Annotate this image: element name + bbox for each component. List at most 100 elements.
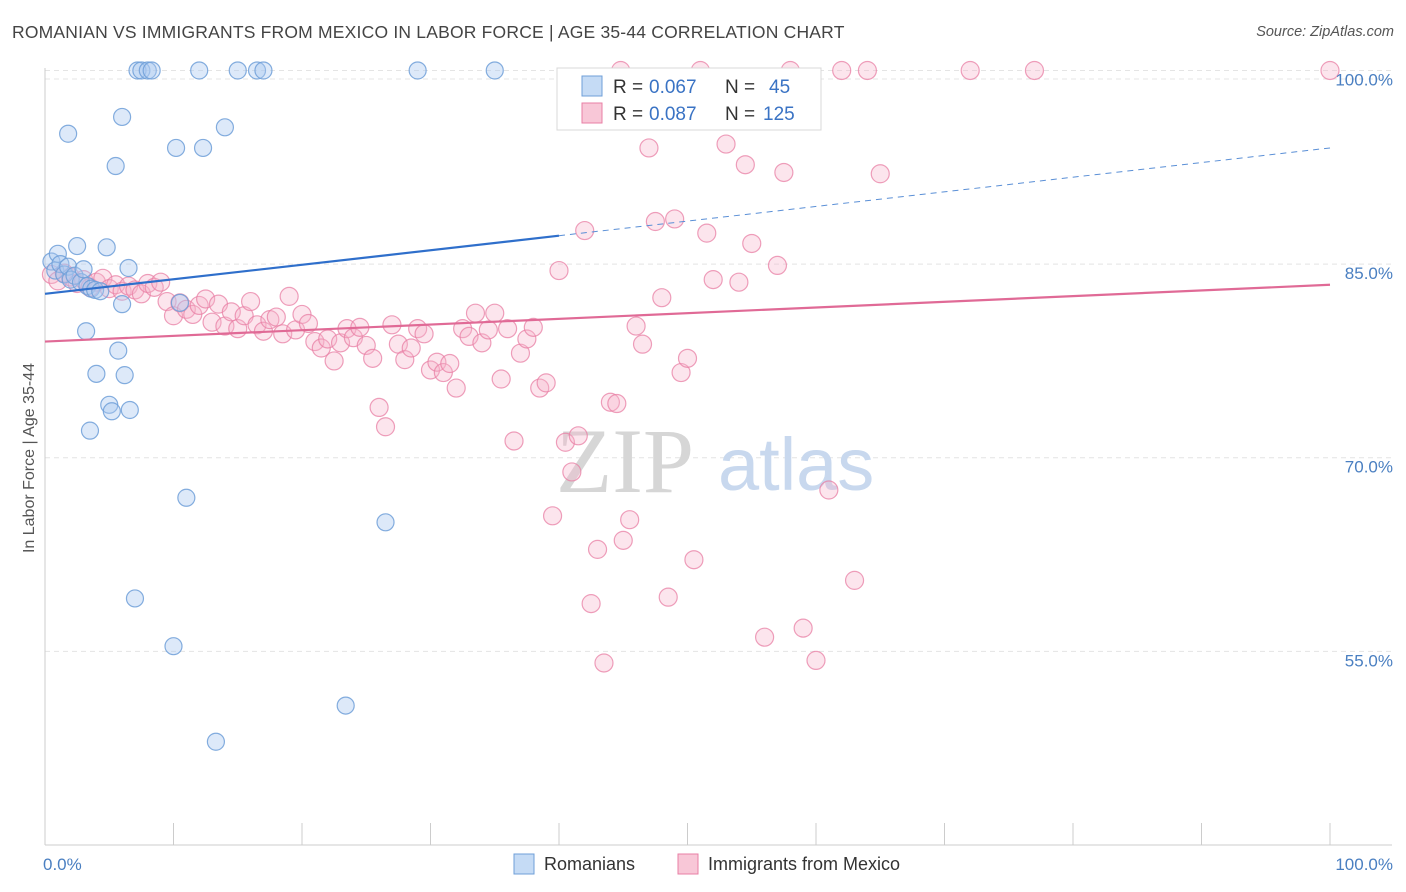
point-romanians-33 — [142, 61, 161, 80]
point-mexico-119 — [960, 60, 980, 81]
point-mexico-113 — [806, 650, 826, 671]
point-mexico-69 — [485, 303, 505, 323]
point-mexico-86 — [594, 653, 614, 673]
point-mexico-114 — [819, 480, 839, 500]
bottom-legend-swatch-mexico — [677, 853, 699, 875]
point-mexico-95 — [652, 288, 672, 308]
point-mexico-91 — [626, 316, 646, 336]
point-romanians-26 — [115, 366, 134, 385]
y-tick-label-3: 55.0% — [1345, 651, 1393, 670]
point-mexico-24 — [196, 289, 216, 309]
trend-line-mexico — [44, 283, 1331, 343]
source-label: Source: ZipAtlas.com — [1256, 24, 1394, 40]
legend-r-value-romanians: 0.067 — [649, 77, 697, 98]
point-mexico-58 — [414, 324, 434, 344]
point-mexico-107 — [742, 233, 762, 254]
point-mexico-90 — [620, 510, 640, 530]
bottom-legend-label-romanians: Romanians — [544, 854, 635, 874]
point-romanians-30 — [128, 61, 147, 80]
legend-r-label-romanians: R = — [613, 77, 643, 98]
point-romanians-32 — [138, 61, 157, 80]
point-mexico-98 — [671, 362, 691, 383]
point-romanians-40 — [206, 732, 226, 751]
point-mexico-109 — [767, 255, 788, 276]
y-tick-labels: 100.0% 85.0% 70.0% 55.0% — [1335, 70, 1393, 670]
point-mexico-82 — [568, 426, 588, 446]
point-mexico-81 — [562, 462, 582, 482]
point-mexico-70 — [491, 369, 511, 389]
point-romanians-38 — [190, 61, 209, 80]
point-mexico-88 — [607, 393, 627, 414]
point-mexico-73 — [510, 343, 531, 363]
point-mexico-110 — [774, 162, 794, 183]
point-mexico-99 — [677, 348, 698, 368]
watermark: ZIP atlas — [556, 410, 874, 512]
x-tick-label-0: 0.0% — [43, 855, 82, 874]
legend-swatch-romanians — [581, 75, 603, 97]
point-mexico-25 — [202, 312, 222, 332]
point-romanians-10 — [74, 260, 93, 279]
x-tick-label-1: 100.0% — [1335, 855, 1393, 874]
axes — [44, 68, 1392, 846]
point-romanians-44 — [254, 61, 273, 80]
point-romanians-45 — [336, 696, 355, 715]
legend-n-label-mexico: N = — [725, 104, 755, 125]
point-romanians-8 — [68, 236, 87, 256]
point-romanians-29 — [125, 589, 145, 608]
point-mexico-72 — [504, 431, 524, 451]
legend-n-value-romanians: 45 — [769, 77, 790, 98]
point-mexico-115 — [832, 60, 852, 81]
point-romanians-41 — [215, 118, 234, 137]
point-mexico-112 — [793, 618, 813, 638]
trend-line-romanians — [44, 234, 560, 295]
watermark-zip: ZIP — [556, 410, 694, 512]
trend-lines — [44, 147, 1331, 343]
bottom-legend-label-mexico: Immigrants from Mexico — [708, 854, 900, 874]
point-romanians-27 — [119, 258, 138, 278]
y-tick-label-1: 85.0% — [1345, 264, 1393, 283]
point-mexico-68 — [478, 320, 498, 340]
point-mexico-21 — [176, 299, 196, 319]
point-mexico-96 — [658, 587, 678, 607]
point-mexico-40 — [298, 313, 319, 334]
point-mexico-28 — [221, 302, 241, 322]
point-romanians-23 — [102, 402, 121, 421]
point-mexico-117 — [857, 60, 878, 81]
point-romanians-28 — [120, 400, 139, 420]
point-romanians-15 — [97, 238, 116, 257]
point-mexico-104 — [716, 134, 736, 154]
point-mexico-105 — [729, 272, 749, 292]
point-mexico-37 — [279, 286, 299, 306]
point-romanians-21 — [87, 364, 106, 383]
point-romanians-42 — [228, 61, 247, 80]
point-mexico-35 — [266, 307, 286, 327]
point-mexico-93 — [639, 138, 659, 158]
point-mexico-45 — [330, 333, 351, 353]
bottom-legend-swatch-romanians — [513, 853, 535, 875]
chart-title: ROMANIAN VS IMMIGRANTS FROM MEXICO IN LA… — [12, 22, 845, 42]
legend-n-value-mexico: 125 — [763, 104, 795, 125]
point-mexico-89 — [613, 530, 633, 550]
point-mexico-71 — [498, 319, 518, 339]
point-mexico-103 — [703, 270, 723, 290]
point-mexico-85 — [587, 539, 608, 559]
legend-r-value-mexico: 0.087 — [649, 104, 697, 125]
point-mexico-92 — [632, 334, 653, 354]
point-mexico-77 — [536, 373, 556, 393]
grid-lines — [45, 69, 1392, 652]
point-mexico-75 — [523, 317, 543, 337]
point-romanians-35 — [166, 138, 186, 158]
point-romanians-36 — [170, 293, 190, 312]
point-romanians-16 — [106, 156, 125, 176]
point-mexico-100 — [684, 550, 704, 570]
point-mexico-66 — [465, 303, 486, 323]
point-romanians-14 — [91, 282, 110, 301]
point-mexico-53 — [382, 315, 402, 335]
y-axis-label: In Labor Force | Age 35-44 — [21, 363, 38, 553]
trend-line-romanians-extension — [558, 147, 1331, 237]
point-romanians-43 — [247, 61, 267, 80]
point-mexico-63 — [446, 378, 466, 398]
point-mexico-102 — [697, 223, 717, 243]
point-mexico-108 — [754, 627, 775, 647]
